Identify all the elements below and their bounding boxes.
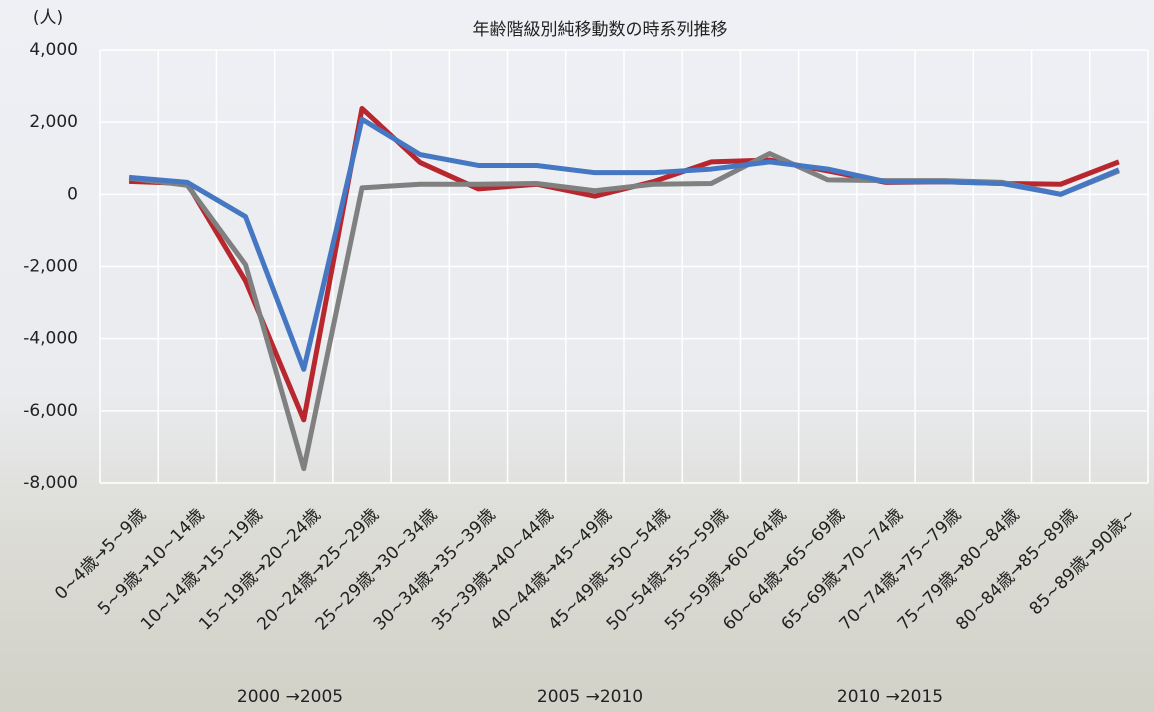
x-tick-label: 5~9歳→10~14歳 [94,505,208,619]
legend-label: 2010 →2015 [837,687,943,707]
chart-title: 年齢階級別純移動数の時系列推移 [473,20,728,40]
y-tick-label: -2,000 [23,257,78,277]
x-tick-label: 85~89歳→90歳~ [1026,505,1140,619]
y-tick-label: -4,000 [23,329,78,349]
y-tick-label: -8,000 [23,473,78,493]
y-tick-label: 0 [67,184,78,204]
y-tick-label: 2,000 [29,112,78,132]
chart: 年齢階級別純移動数の時系列推移 (人) -8,000 -6,000 -4,000 -2… [0,0,1154,712]
y-axis-label: (人) [33,8,63,28]
legend-label: 2005 →2010 [537,687,643,707]
y-tick-label: -6,000 [23,401,78,421]
legend-label: 2000 →2005 [237,687,343,707]
y-tick-label: 4,000 [29,40,78,60]
